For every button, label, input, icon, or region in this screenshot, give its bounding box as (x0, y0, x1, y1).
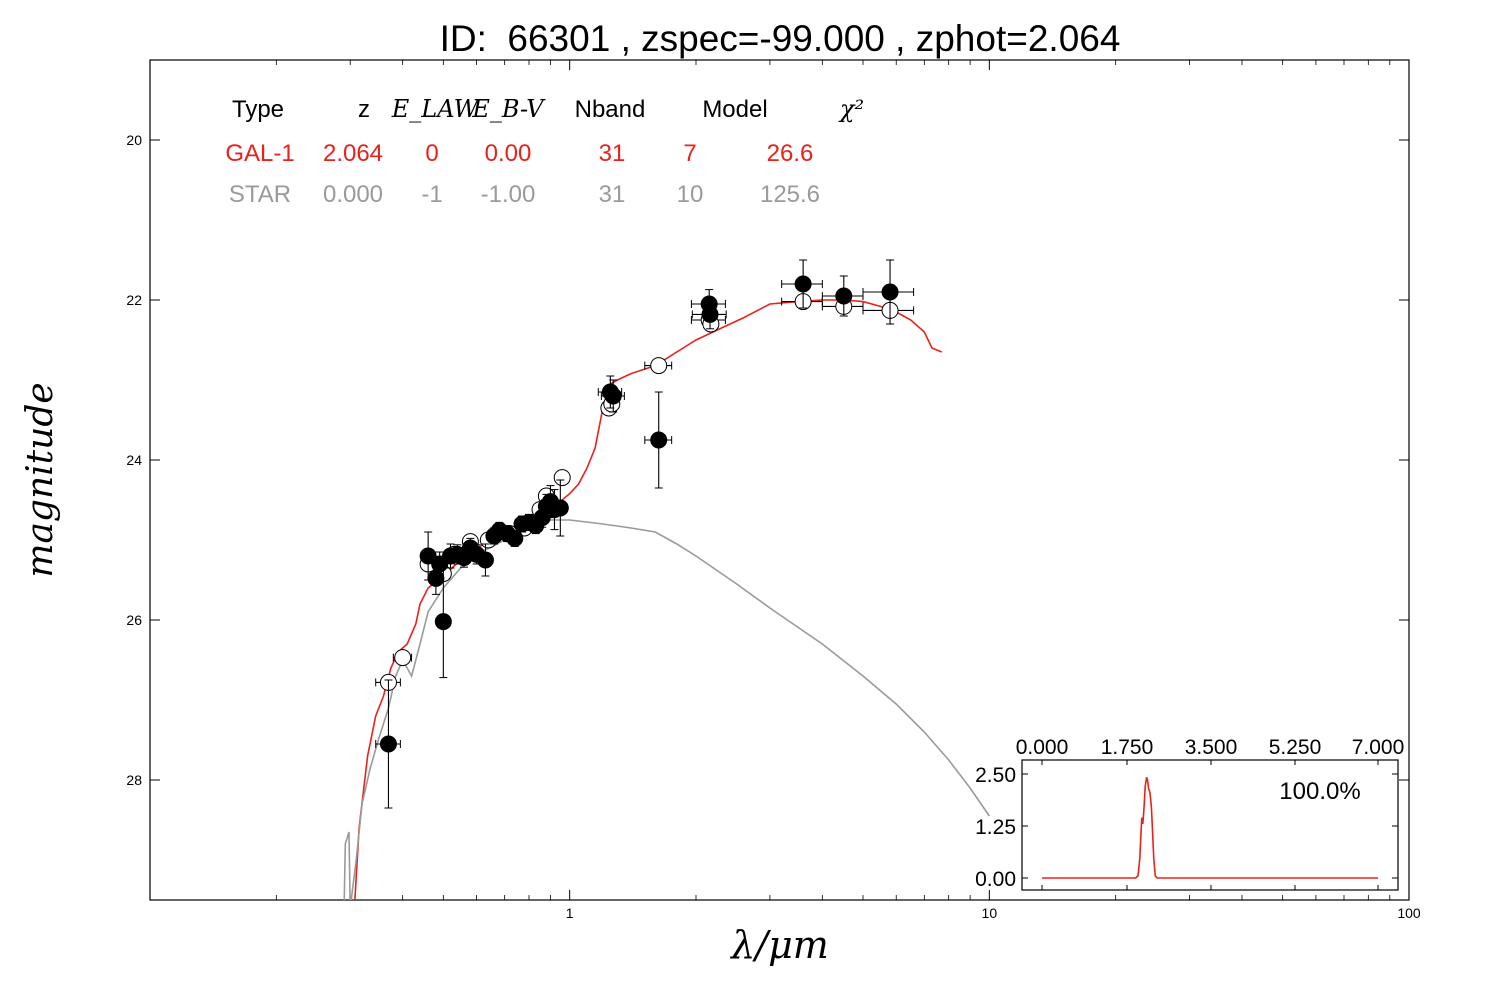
inset-x-tick-label: 1.750 (1101, 736, 1154, 759)
observed-point (691, 299, 727, 330)
observed-point (375, 679, 401, 809)
table-cell: -1 (421, 181, 442, 208)
y-tick-label: 24 (126, 452, 142, 468)
table-header: Nband (575, 96, 646, 123)
x-tick-label: 1 (566, 905, 574, 921)
observed-marker (427, 569, 445, 587)
pdf-inset: 100.0% 0.000 1.750 3.500 5.250 7.000 0.00 1.25… (975, 736, 1404, 891)
observed-marker (506, 529, 524, 547)
observed-marker (835, 287, 853, 305)
observed-marker (379, 735, 397, 753)
table-header: E_B-V (471, 95, 546, 123)
observed-marker (650, 431, 668, 449)
model-marker (650, 357, 668, 375)
inset-frame (1021, 759, 1399, 891)
model-point (644, 357, 673, 375)
table-header: E_LAW (391, 95, 481, 123)
model-point (553, 469, 571, 487)
x-tick-label: 100 (1397, 905, 1421, 921)
inset-y-tick-label: 0.00 (975, 868, 1016, 891)
table-cell: 0.00 (485, 140, 532, 167)
model-marker (394, 649, 412, 667)
table-cell: 0 (425, 140, 438, 167)
model-point (392, 649, 413, 667)
inset-y-tick-label: 1.25 (975, 816, 1016, 839)
observed-point (821, 275, 864, 317)
table-cell: 10 (677, 181, 704, 208)
model-marker (553, 469, 571, 487)
table-header: z (358, 96, 370, 123)
table-cell: 31 (599, 181, 626, 208)
observed-point (476, 543, 494, 577)
table-cell: -1.00 (481, 181, 536, 208)
table-header: χ² (838, 95, 864, 123)
x-axis-label: λ/μm (729, 923, 829, 967)
y-axis-label: magnitude (20, 382, 61, 577)
observed-point (551, 479, 569, 537)
y-tick-label: 28 (126, 772, 142, 788)
y-tick-label: 20 (126, 132, 142, 148)
y-tick-label: 26 (126, 612, 142, 628)
observed-marker (434, 613, 452, 631)
table-cell: 26.6 (767, 140, 814, 167)
inset-x-tick-label: 5.250 (1269, 736, 1322, 759)
observed-marker (604, 387, 622, 405)
pdf-curve (1042, 777, 1378, 879)
table-cell: 31 (599, 140, 626, 167)
table-cell: 0.000 (323, 181, 383, 208)
observed-marker (881, 283, 899, 301)
observed-point (862, 259, 915, 325)
table-cell: GAL-1 (225, 140, 294, 167)
observed-marker (476, 551, 494, 569)
table-cell: 2.064 (323, 140, 383, 167)
table-cell: 7 (683, 140, 696, 167)
data-points (375, 259, 915, 809)
observed-point (434, 565, 452, 679)
inset-x-tick-label: 0.000 (1016, 736, 1069, 759)
observed-point (644, 391, 673, 489)
observed-marker (419, 547, 437, 565)
observed-marker (551, 499, 569, 517)
observed-marker (701, 305, 719, 323)
observed-marker (794, 275, 812, 293)
inset-x-tick-label: 7.000 (1352, 736, 1405, 759)
observed-point (781, 259, 823, 309)
inset-x-tick-label: 3.500 (1185, 736, 1238, 759)
table-cell: 125.6 (760, 181, 820, 208)
observed-point (506, 529, 524, 547)
x-tick-label: 10 (982, 905, 998, 921)
table-header: Type (232, 96, 284, 123)
y-tick-label: 22 (126, 292, 142, 308)
inset-y-tick-label: 2.50 (975, 764, 1016, 787)
observed-point (600, 379, 625, 413)
inset-percent-label: 100.0% (1279, 778, 1360, 805)
chart-title: ID: 66301 , zspec=-99.000 , zphot=2.064 (439, 18, 1121, 59)
table-header: Model (702, 96, 767, 123)
table-cell: STAR (229, 181, 291, 208)
